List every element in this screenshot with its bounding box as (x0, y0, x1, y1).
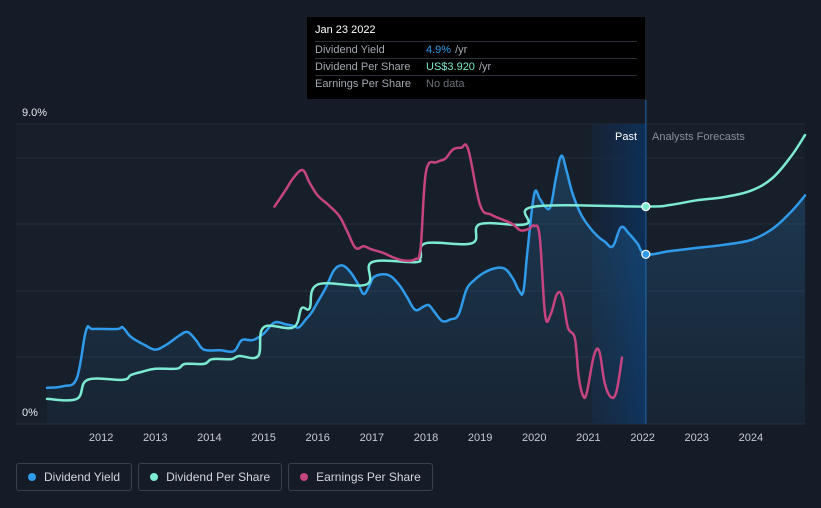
x-tick-label: 2024 (739, 432, 763, 444)
legend-label: Earnings Per Share (316, 470, 421, 484)
earnings-per-share-line (273, 143, 624, 400)
dividend-yield-line (45, 154, 807, 390)
x-tick-label: 2018 (414, 432, 438, 444)
x-tick-label: 2021 (576, 432, 600, 444)
tooltip-label: Dividend Per Share (315, 61, 411, 73)
tooltip-label: Dividend Yield (315, 44, 385, 56)
legend-dot-icon (300, 473, 309, 481)
x-tick-label: 2020 (522, 432, 546, 444)
tooltip-value: 4.9% (426, 44, 452, 56)
marker-dividend-per-share (641, 202, 651, 212)
legend-label: Dividend Per Share (166, 470, 271, 484)
forecast-region-label: Analysts Forecasts (652, 131, 745, 143)
legend-dot-icon (28, 473, 36, 481)
x-tick-label: 2019 (468, 432, 492, 444)
dividend-per-share-line (45, 133, 807, 402)
x-tick-label: 2016 (305, 432, 329, 444)
chart-tooltip: Jan 23 2022 Dividend Yield 4.9% /yr Divi… (307, 17, 645, 99)
y-axis-bottom-label: 0% (22, 407, 38, 419)
legend-item-dividend-yield[interactable]: Dividend Yield (16, 463, 133, 491)
legend-item-earnings-per-share[interactable]: Earnings Per Share (288, 463, 433, 491)
past-region-label: Past (615, 131, 637, 143)
tooltip-unit: /yr (455, 44, 468, 56)
x-tick-label: 2014 (197, 432, 221, 444)
tooltip-label: Earnings Per Share (315, 78, 411, 90)
tooltip-date: Jan 23 2022 (315, 24, 376, 36)
legend-label: Dividend Yield (44, 470, 121, 484)
tooltip-row-earnings-per-share: Earnings Per Share No data (315, 75, 637, 92)
legend-item-dividend-per-share[interactable]: Dividend Per Share (138, 463, 283, 491)
tooltip-value: US$3.920 (426, 61, 475, 73)
tooltip-row-dividend-yield: Dividend Yield 4.9% /yr (315, 41, 637, 58)
x-tick-label: 2015 (251, 432, 275, 444)
x-tick-label: 2023 (684, 432, 708, 444)
tooltip-row-dividend-per-share: Dividend Per Share US$3.920 /yr (315, 58, 637, 75)
y-axis-top-label: 9.0% (22, 107, 47, 119)
x-tick-label: 2013 (143, 432, 167, 444)
tooltip-unit: /yr (478, 61, 492, 73)
x-tick-label: 2012 (89, 432, 113, 444)
x-tick-label: 2022 (630, 432, 654, 444)
chart-legend: Dividend Yield Dividend Per Share Earnin… (16, 463, 433, 491)
series-markers (641, 202, 651, 259)
legend-dot-icon (150, 473, 159, 481)
x-tick-label: 2017 (360, 432, 384, 444)
tooltip-value: No data (426, 78, 465, 90)
series-lines (45, 133, 807, 402)
x-axis-ticks: 2012 2013 2014 2015 2016 2017 2018 2019 2020 2021… (89, 432, 763, 444)
marker-dividend-yield (641, 249, 651, 259)
